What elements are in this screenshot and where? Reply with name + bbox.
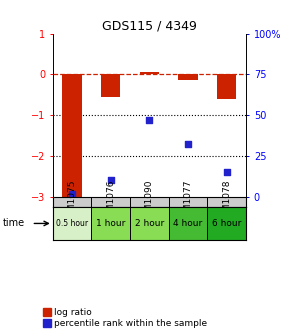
Text: 2 hour: 2 hour [135,219,164,228]
Point [224,169,229,175]
Legend: log ratio, percentile rank within the sample: log ratio, percentile rank within the sa… [42,308,207,328]
Text: 6 hour: 6 hour [212,219,241,228]
Text: GSM1090: GSM1090 [145,180,154,223]
Bar [101,74,120,97]
Text: time: time [3,218,25,228]
Bar [178,74,198,80]
Text: GSM1076: GSM1076 [106,180,115,223]
Text: GSM1078: GSM1078 [222,180,231,223]
Text: 4 hour: 4 hour [173,219,203,228]
Bar [140,72,159,74]
Bar [62,74,82,199]
Bar [207,207,246,240]
Bar [169,207,207,240]
Point [186,142,190,147]
Text: GSM1075: GSM1075 [68,180,76,223]
Text: 0.5 hour: 0.5 hour [56,219,88,228]
Point [70,192,74,197]
Bar [217,74,236,99]
Title: GDS115 / 4349: GDS115 / 4349 [102,19,197,33]
Text: 1 hour: 1 hour [96,219,125,228]
Text: GSM1077: GSM1077 [184,180,193,223]
Point [108,177,113,183]
Bar [91,207,130,240]
Point [147,117,152,123]
Bar [130,207,169,240]
Bar [53,207,91,240]
